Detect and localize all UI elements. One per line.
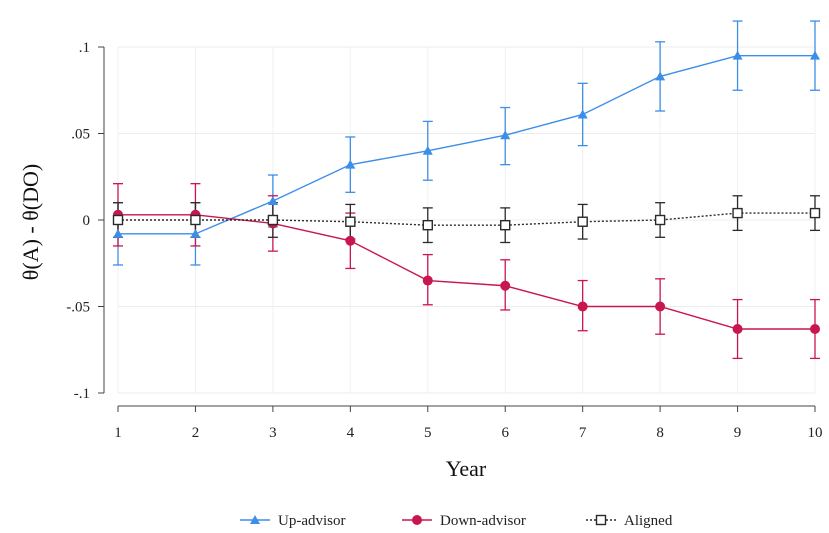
data-point-1-4 — [422, 275, 433, 286]
y-tick-label: .1 — [79, 40, 90, 56]
data-point-1-7 — [655, 301, 666, 312]
series-lines — [118, 54, 815, 330]
data-point-2-4 — [422, 219, 433, 231]
x-tick-label: 10 — [808, 425, 823, 441]
series-line-0 — [118, 54, 815, 235]
x-tick-label: 8 — [656, 425, 664, 441]
data-point-0-6 — [577, 109, 588, 119]
x-axis-title: Year — [446, 456, 487, 481]
legend-marker-1 — [412, 515, 422, 525]
y-tick-label: -.05 — [66, 300, 90, 316]
data-point-2-0 — [112, 214, 124, 226]
data-point-2-9 — [809, 207, 821, 219]
legend-label: Down-advisor — [440, 513, 526, 529]
data-point-2-5 — [500, 219, 511, 231]
confidence-intervals — [113, 20, 820, 360]
data-point-1-5 — [500, 280, 511, 291]
legend-marker-2 — [595, 514, 607, 526]
x-tick-label: 5 — [424, 425, 432, 441]
data-point-2-7 — [654, 214, 666, 226]
legend-label: Aligned — [624, 513, 673, 529]
x-tick-label: 9 — [734, 425, 742, 441]
data-point-0-3 — [345, 159, 356, 169]
data-point-1-3 — [345, 235, 356, 246]
data-point-2-8 — [732, 207, 743, 219]
data-point-2-3 — [345, 216, 356, 227]
data-point-0-7 — [655, 71, 666, 81]
data-point-2-1 — [190, 214, 201, 226]
data-point-2-2 — [267, 214, 279, 226]
series-line-1 — [118, 214, 815, 330]
data-point-0-8 — [732, 50, 743, 60]
data-point-0-1 — [190, 228, 201, 238]
axis-labels: Year θ(A) - θ(DO) — [18, 164, 487, 481]
x-tick-label: 2 — [192, 425, 200, 441]
x-tick-label: 7 — [579, 425, 587, 441]
legend-label: Up-advisor — [278, 513, 346, 529]
x-tick-label: 4 — [347, 425, 355, 441]
series-markers — [112, 50, 821, 334]
legend-marker-0 — [250, 515, 260, 524]
x-tick-label: 1 — [114, 425, 122, 441]
data-point-0-9 — [810, 50, 820, 60]
data-point-1-6 — [577, 301, 588, 312]
legend: Up-advisor Down-advisor Aligned — [240, 513, 673, 529]
x-tick-label: 3 — [269, 425, 277, 441]
data-point-1-8 — [732, 323, 743, 334]
data-point-0-5 — [500, 130, 511, 140]
data-point-0-2 — [267, 195, 278, 205]
y-axis-title: θ(A) - θ(DO) — [18, 164, 43, 280]
axes: -.1 -.05 0 .05 .1 1 2 3 4 5 6 7 8 9 10 — [66, 40, 822, 441]
x-tick-label: 6 — [501, 425, 509, 441]
data-point-2-6 — [577, 216, 588, 227]
y-tick-label: .05 — [71, 127, 90, 143]
data-point-1-9 — [810, 323, 820, 334]
y-tick-label: -.1 — [74, 386, 90, 402]
data-point-0-4 — [422, 145, 433, 155]
series-line-2 — [118, 212, 815, 226]
y-tick-label: 0 — [83, 213, 91, 229]
data-point-0-0 — [113, 228, 123, 238]
